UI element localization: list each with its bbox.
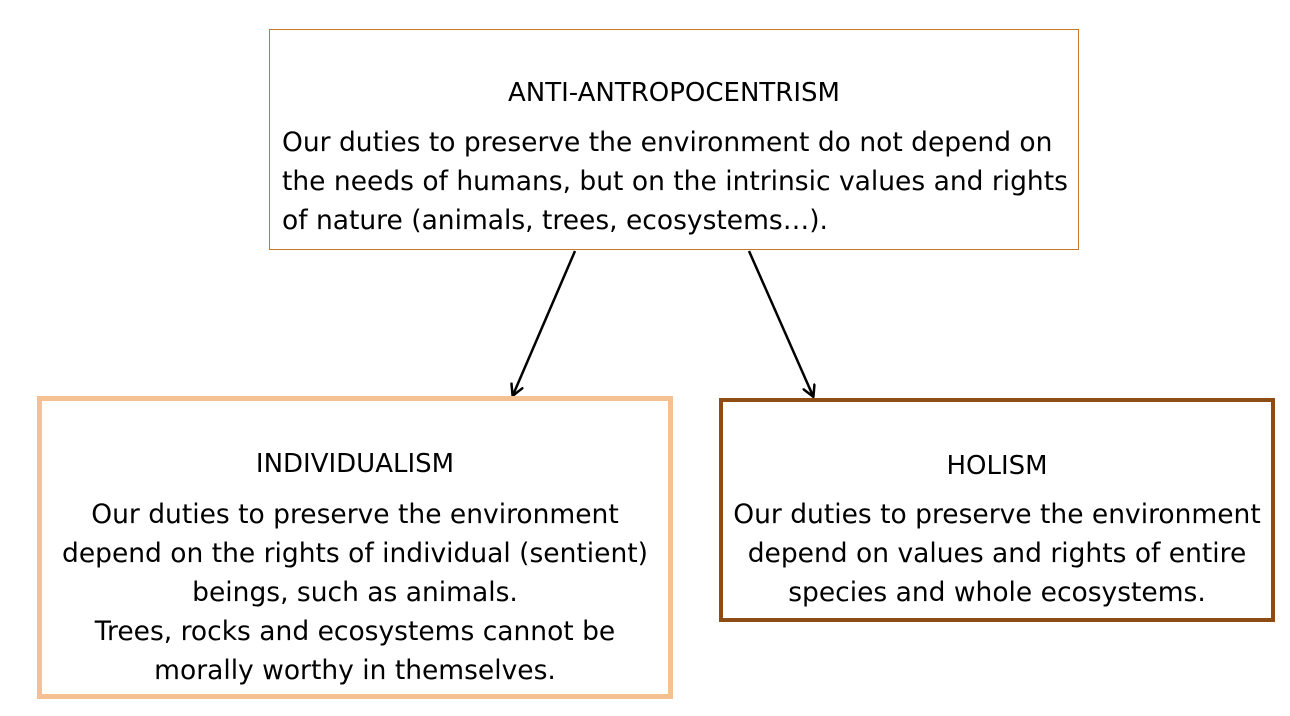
anti-antropocentrism-heading: ANTI-ANTROPOCENTRISM [508, 78, 840, 108]
individualism-heading: INDIVIDUALISM [255, 449, 455, 479]
individualism-line: depend on the rights of individual (sent… [62, 538, 648, 569]
individualism-line: morally worthy in themselves. [154, 655, 556, 686]
holism-box: HOLISM Our duties to preserve the enviro… [719, 398, 1275, 622]
individualism-line: Our duties to preserve the environment [91, 499, 619, 530]
anti-antropocentrism-line: of nature (animals, trees, ecosystems…). [282, 205, 828, 236]
anti-antropocentrism-line: Our duties to preserve the environment d… [282, 127, 1053, 158]
arrow-to-individualism [513, 250, 577, 395]
anti-antropocentrism-line: the needs of humans, but on the intrinsi… [282, 166, 1068, 197]
holism-line: Our duties to preserve the environment [733, 499, 1261, 530]
anti-antropocentrism-box: ANTI-ANTROPOCENTRISM Our duties to prese… [269, 29, 1079, 250]
holism-heading: HOLISM [946, 451, 1048, 481]
holism-line: species and whole ecosystems. [788, 577, 1206, 608]
arrow-to-holism [747, 250, 813, 396]
holism-line: depend on values and rights of entire [747, 538, 1247, 569]
individualism-line: Trees, rocks and ecosystems cannot be [94, 616, 616, 647]
individualism-line: beings, such as animals. [192, 577, 518, 608]
individualism-box: INDIVIDUALISM Our duties to preserve the… [37, 396, 673, 699]
